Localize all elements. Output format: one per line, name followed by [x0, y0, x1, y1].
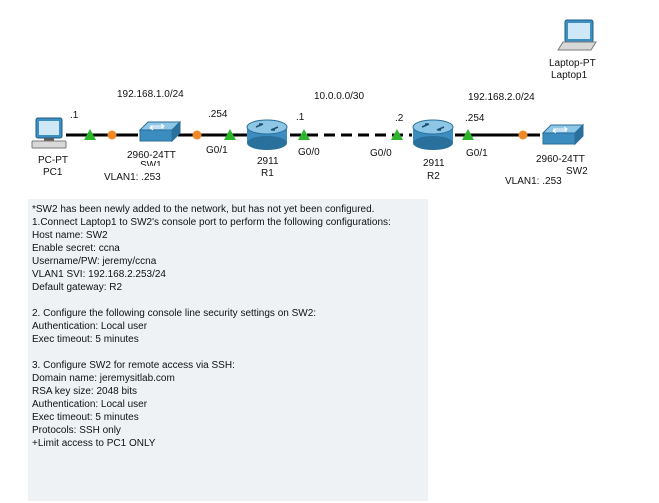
r2-icon[interactable]	[412, 119, 454, 150]
instruction-line: 1.Connect Laptop1 to SW2's console port …	[32, 217, 391, 228]
addr-r1-g01: .254	[208, 109, 228, 120]
link-up-marker	[224, 129, 236, 140]
topology-canvas	[31, 19, 597, 150]
instruction-line: VLAN1 SVI: 192.168.2.253/24	[32, 269, 166, 280]
instruction-line: Host name: SW2	[32, 230, 108, 241]
instruction-line: Protocols: SSH only	[32, 425, 121, 436]
addr-pc1: .1	[70, 110, 79, 121]
link-pending-marker	[107, 130, 117, 140]
instruction-line: *SW2 has been newly added to the network…	[32, 204, 375, 215]
iface-r2-g01: G0/1	[466, 148, 488, 159]
sw2-name: SW2	[566, 166, 588, 177]
subnet-label-wan: 10.0.0.0/30	[314, 91, 365, 102]
iface-r1-g01: G0/1	[206, 145, 228, 156]
laptop1-model: Laptop-PT	[549, 58, 596, 69]
instruction-line: Username/PW: jeremy/ccna	[32, 256, 157, 267]
sw2-vlan: VLAN1: .253	[505, 176, 564, 187]
link-up-marker	[84, 129, 96, 140]
instruction-line: Domain name: jeremysitlab.com	[32, 373, 175, 384]
laptop1-name: Laptop1	[551, 70, 588, 81]
instruction-line: Enable secret: ccna	[32, 243, 120, 254]
instruction-line: 2. Configure the following console line …	[32, 308, 317, 319]
addr-r2-g01: .254	[465, 113, 485, 124]
addr-r1-g00: .1	[296, 112, 305, 123]
sw1-vlan: VLAN1: .253	[104, 172, 161, 183]
iface-r2-g00: G0/0	[370, 148, 392, 159]
link-up-marker	[391, 129, 403, 140]
r2-model: 2911	[423, 158, 445, 169]
sw1-name: SW1	[140, 160, 162, 166]
laptop1-icon[interactable]	[557, 19, 597, 51]
sw1-model: 2960-24TT	[127, 150, 176, 161]
subnet-label-lan2: 192.168.2.0/24	[468, 92, 535, 103]
iface-r1-g00: G0/0	[298, 147, 320, 158]
instruction-line: Authentication: Local user	[32, 399, 148, 410]
pc1-icon[interactable]	[31, 117, 67, 149]
sw2-model: 2960-24TT	[536, 154, 585, 165]
instruction-line: Exec timeout: 5 minutes	[32, 334, 139, 345]
sw2-icon[interactable]	[541, 123, 585, 146]
instruction-line: RSA key size: 2048 bits	[32, 386, 138, 397]
r1-icon[interactable]	[246, 119, 288, 150]
instruction-line: Authentication: Local user	[32, 321, 148, 332]
instructions-note: *SW2 has been newly added to the network…	[28, 199, 428, 501]
pc1-name: PC1	[43, 167, 63, 178]
pc1-model: PC-PT	[38, 155, 68, 166]
subnet-label-lan1: 192.168.1.0/24	[117, 89, 184, 100]
r1-name: R1	[261, 168, 274, 179]
instruction-line: Exec timeout: 5 minutes	[32, 412, 139, 423]
link-pending-marker	[192, 130, 202, 140]
addr-r2-g00: .2	[395, 113, 404, 124]
instruction-line: Default gateway: R2	[32, 282, 123, 293]
link-up-marker	[462, 129, 474, 140]
sw1-icon[interactable]	[138, 120, 182, 143]
instruction-line: +Limit access to PC1 ONLY	[32, 438, 156, 449]
r1-model: 2911	[257, 156, 279, 167]
link-pending-marker	[518, 130, 528, 140]
r2-name: R2	[427, 171, 440, 182]
instruction-line: 3. Configure SW2 for remote access via S…	[32, 360, 235, 371]
link-up-marker	[298, 129, 310, 140]
